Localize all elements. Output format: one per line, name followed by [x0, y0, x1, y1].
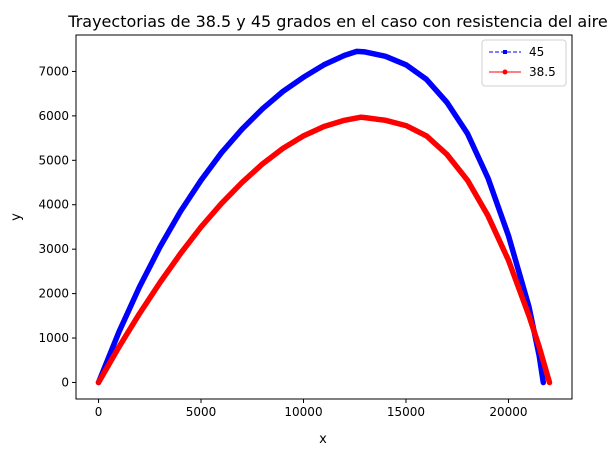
series-point-38.5: [198, 224, 204, 230]
series-point-38.5: [96, 379, 102, 385]
x-tick-label: 20000: [489, 405, 527, 419]
series-point-38.5: [157, 279, 163, 285]
x-axis-label: x: [319, 432, 327, 447]
y-axis-ticks: 0 1000 2000 3000 4000 5000 6000 7000: [38, 64, 76, 389]
series-point-45: [506, 233, 511, 238]
y-tick-label: 7000: [38, 64, 69, 78]
series-point-38.5: [526, 313, 532, 319]
x-tick-label: 15000: [387, 405, 425, 419]
legend-label-45: 45: [529, 45, 544, 59]
series-point-45: [424, 77, 429, 82]
x-tick-label: 5000: [186, 405, 217, 419]
series-point-38.5: [116, 344, 122, 350]
series-point-38.5: [362, 115, 368, 121]
legend-items: 45 38.5: [489, 45, 556, 79]
chart-title: Trayectorias de 38.5 y 45 grados en el c…: [67, 12, 607, 31]
plot-area-frame: [75, 34, 573, 400]
series-point-38.5: [423, 133, 429, 139]
series-point-45: [342, 53, 347, 58]
legend-marker-45: [503, 50, 507, 54]
series-point-45: [541, 380, 546, 385]
series-point-38.5: [505, 257, 511, 263]
series-point-38.5: [260, 161, 266, 167]
series-point-38.5: [403, 123, 409, 129]
series-point-45: [354, 49, 359, 54]
series-point-38.5: [137, 311, 143, 317]
series-layer: [95, 48, 553, 386]
series-point-45: [260, 106, 265, 111]
series-point-45: [117, 329, 122, 334]
series-point-45: [465, 131, 470, 136]
series-point-38.5: [219, 200, 225, 206]
series-point-45: [240, 127, 245, 132]
series-point-38.5: [444, 152, 450, 158]
series-point-45: [219, 150, 224, 155]
series-point-38.5: [464, 177, 470, 183]
series-point-45: [322, 62, 326, 67]
series-point-45: [281, 89, 286, 94]
series-point-38.5: [280, 145, 286, 151]
x-axis-ticks: 0 5000 10000 15000 20000: [95, 399, 528, 419]
legend-label-38.5: 38.5: [529, 65, 556, 79]
series-point-45: [526, 304, 531, 309]
y-tick-label: 4000: [38, 198, 69, 212]
series-point-45: [301, 75, 306, 80]
y-tick-label: 3000: [38, 242, 69, 256]
series-point-38.5: [485, 213, 491, 219]
series-point-45: [485, 176, 490, 181]
y-tick-label: 0: [61, 375, 69, 389]
series-point-38.5: [358, 114, 364, 120]
series-point-45: [199, 178, 204, 183]
series-point-38.5: [536, 344, 542, 350]
series-point-38.5: [301, 133, 307, 139]
y-axis-label: y: [9, 213, 24, 221]
series-point-45: [137, 284, 142, 289]
x-tick-label: 10000: [284, 405, 322, 419]
y-tick-label: 2000: [38, 287, 69, 301]
series-point-38.5: [382, 117, 388, 123]
legend-box: [481, 39, 567, 87]
y-tick-label: 1000: [38, 331, 69, 345]
series-point-38.5: [239, 180, 245, 186]
series-point-45: [403, 62, 408, 67]
series-line-38.5: [95, 114, 553, 386]
series-point-45: [444, 100, 449, 105]
series-point-45: [178, 209, 183, 214]
series-point-38.5: [321, 124, 327, 130]
legend: 45 38.5: [481, 39, 567, 87]
series-line-45: [95, 48, 547, 386]
series-point-38.5: [178, 251, 184, 257]
x-tick-label: 0: [95, 405, 103, 419]
y-tick-label: 5000: [38, 153, 69, 167]
legend-marker-38.5: [502, 69, 508, 75]
series-point-45: [383, 54, 388, 59]
series-point-45: [158, 244, 163, 249]
y-tick-label: 6000: [38, 109, 69, 123]
series-point-45: [362, 49, 367, 54]
series-point-38.5: [546, 379, 552, 385]
series-point-38.5: [341, 117, 347, 123]
